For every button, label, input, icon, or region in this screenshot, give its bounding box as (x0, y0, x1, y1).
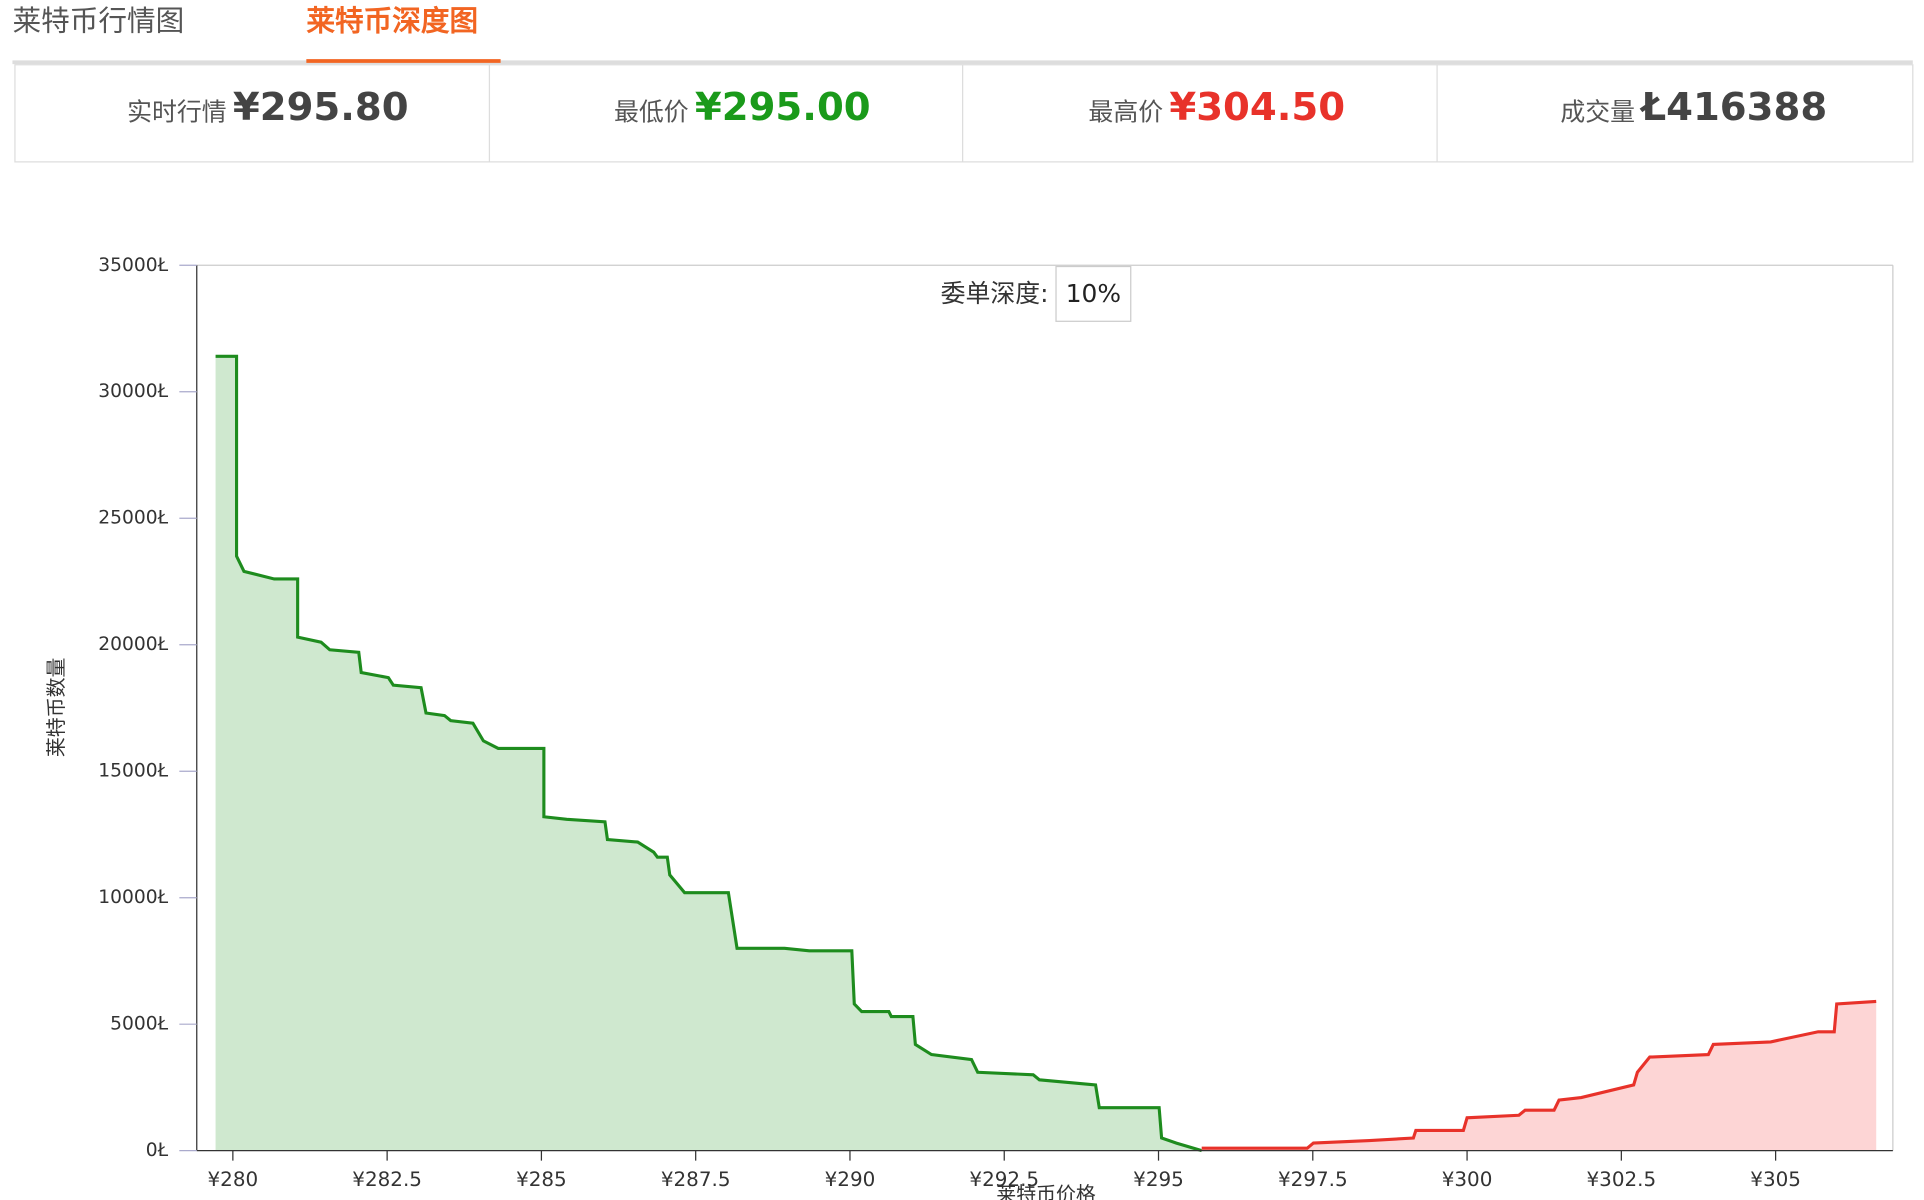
x-tick-label: ¥295 (1133, 1168, 1184, 1191)
x-tick-label: ¥297.5 (1278, 1168, 1348, 1191)
x-tick-label: ¥282.5 (352, 1168, 422, 1191)
x-tick-label: ¥285 (516, 1168, 567, 1191)
stat-label: 成交量 (1560, 97, 1635, 126)
header: 莱特币行情图 莱特币深度图 (12, 3, 1914, 163)
stat-label: 最低价 (614, 97, 689, 126)
x-tick-label: ¥300 (1442, 1168, 1493, 1191)
x-tick-label: ¥280 (208, 1168, 259, 1191)
x-tick-label: ¥302.5 (1587, 1168, 1657, 1191)
stat-label: 实时行情 (127, 97, 227, 126)
depth-area (215, 356, 1202, 1151)
y-tick-label: 25000Ł (98, 508, 168, 529)
stat-value: ¥304.50 (1169, 85, 1345, 130)
tab-active[interactable]: 莱特币深度图 (306, 3, 478, 37)
y-tick-label: 30000Ł (98, 381, 168, 402)
tab[interactable]: 莱特币行情图 (12, 3, 184, 37)
stats-box (14, 64, 1914, 163)
depth-area (1201, 1001, 1877, 1151)
depth-line (215, 354, 1203, 1153)
depth-line (1201, 999, 1877, 1150)
x-tick-label: ¥290 (825, 1168, 876, 1191)
x-tick-label: ¥292.5 (969, 1168, 1039, 1191)
y-tick-label: 0Ł (146, 1140, 169, 1161)
depth-value: 10% (1066, 279, 1121, 308)
y-tick-label: 20000Ł (98, 634, 168, 655)
stat-value: Ł416388 (1639, 85, 1827, 130)
y-tick-label: 10000Ł (98, 887, 168, 908)
x-tick-label: ¥287.5 (661, 1168, 731, 1191)
x-tick-label: ¥305 (1750, 1168, 1801, 1191)
y-tick-label: 5000Ł (110, 1014, 168, 1035)
stat-value: ¥295.80 (233, 85, 409, 130)
y-axis-label: 莱特币数量 (45, 657, 68, 757)
stat-label: 最高价 (1088, 97, 1163, 126)
y-tick-label: 35000Ł (98, 255, 168, 276)
depth-label: 委单深度: (941, 279, 1049, 308)
y-tick-label: 15000Ł (98, 761, 168, 782)
x-axis-label: 莱特币价格 (996, 1183, 1096, 1200)
stat-value: ¥295.00 (695, 85, 871, 130)
depth-select[interactable] (1055, 265, 1132, 322)
